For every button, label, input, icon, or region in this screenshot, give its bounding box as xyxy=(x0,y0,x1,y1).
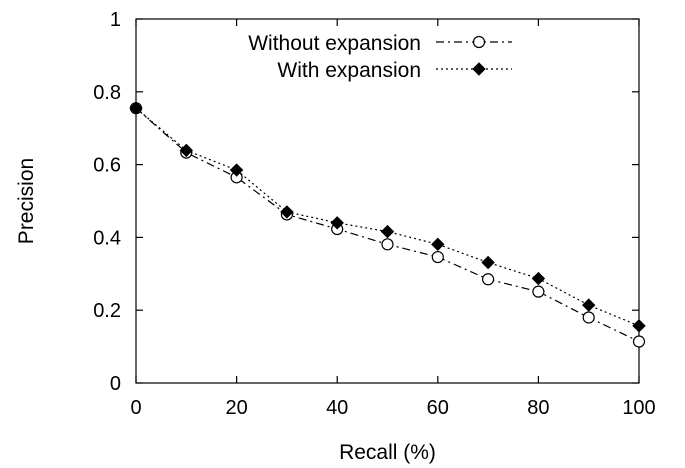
y-tick-label: 0.2 xyxy=(93,300,121,322)
data-point-without-expansion xyxy=(632,335,646,348)
data-point-with-expansion xyxy=(280,205,294,219)
tick-labels: 0 20 40 60 80 100 0 0.2 0.4 0.6 0.8 1 xyxy=(93,9,656,419)
series-without-expansion xyxy=(129,102,646,348)
x-tick-label: 20 xyxy=(225,397,247,419)
legend: Without expansion With expansion xyxy=(248,32,512,82)
x-axis-title: Recall (%) xyxy=(339,441,436,464)
data-point-without-expansion xyxy=(482,273,495,286)
x-tick-label: 100 xyxy=(622,397,655,419)
x-tick-label: 60 xyxy=(427,397,449,419)
data-point-with-expansion xyxy=(431,237,445,252)
data-point-with-expansion xyxy=(229,163,244,177)
y-tick-label: 0 xyxy=(110,373,121,395)
series-line-with-expansion xyxy=(135,107,640,327)
legend-marker-with-expansion xyxy=(472,62,486,76)
legend-marker-without-expansion xyxy=(472,35,486,49)
data-point-with-expansion xyxy=(129,101,143,115)
legend-entry-with-expansion: With expansion xyxy=(277,59,512,82)
legend-entry-without-expansion: Without expansion xyxy=(248,32,512,55)
series-line-without-expansion xyxy=(135,107,640,343)
y-axis-title: Precision xyxy=(15,158,38,244)
legend-label-with-expansion: With expansion xyxy=(277,59,421,82)
series-with-expansion xyxy=(129,101,646,333)
data-point-without-expansion xyxy=(582,311,595,324)
data-point-without-expansion xyxy=(381,238,394,251)
y-tick-label: 0.8 xyxy=(93,82,121,104)
legend-label-without-expansion: Without expansion xyxy=(248,32,421,55)
x-tick-label: 40 xyxy=(326,397,348,419)
data-point-with-expansion xyxy=(581,298,596,312)
data-point-with-expansion xyxy=(179,143,194,158)
data-point-with-expansion xyxy=(380,224,395,239)
series-layer xyxy=(129,101,646,348)
data-point-without-expansion xyxy=(431,250,444,264)
data-point-with-expansion xyxy=(632,319,646,333)
y-tick-label: 1 xyxy=(110,9,121,31)
data-point-with-expansion xyxy=(481,255,495,270)
data-point-without-expansion xyxy=(532,285,545,298)
data-point-with-expansion xyxy=(531,271,546,286)
data-point-with-expansion xyxy=(330,216,344,230)
y-tick-label: 0.4 xyxy=(93,227,121,249)
tick-marks xyxy=(135,18,640,384)
x-tick-label: 80 xyxy=(527,397,549,419)
x-tick-label: 0 xyxy=(130,397,141,419)
y-tick-label: 0.6 xyxy=(93,155,121,177)
plot-frame xyxy=(135,18,640,384)
